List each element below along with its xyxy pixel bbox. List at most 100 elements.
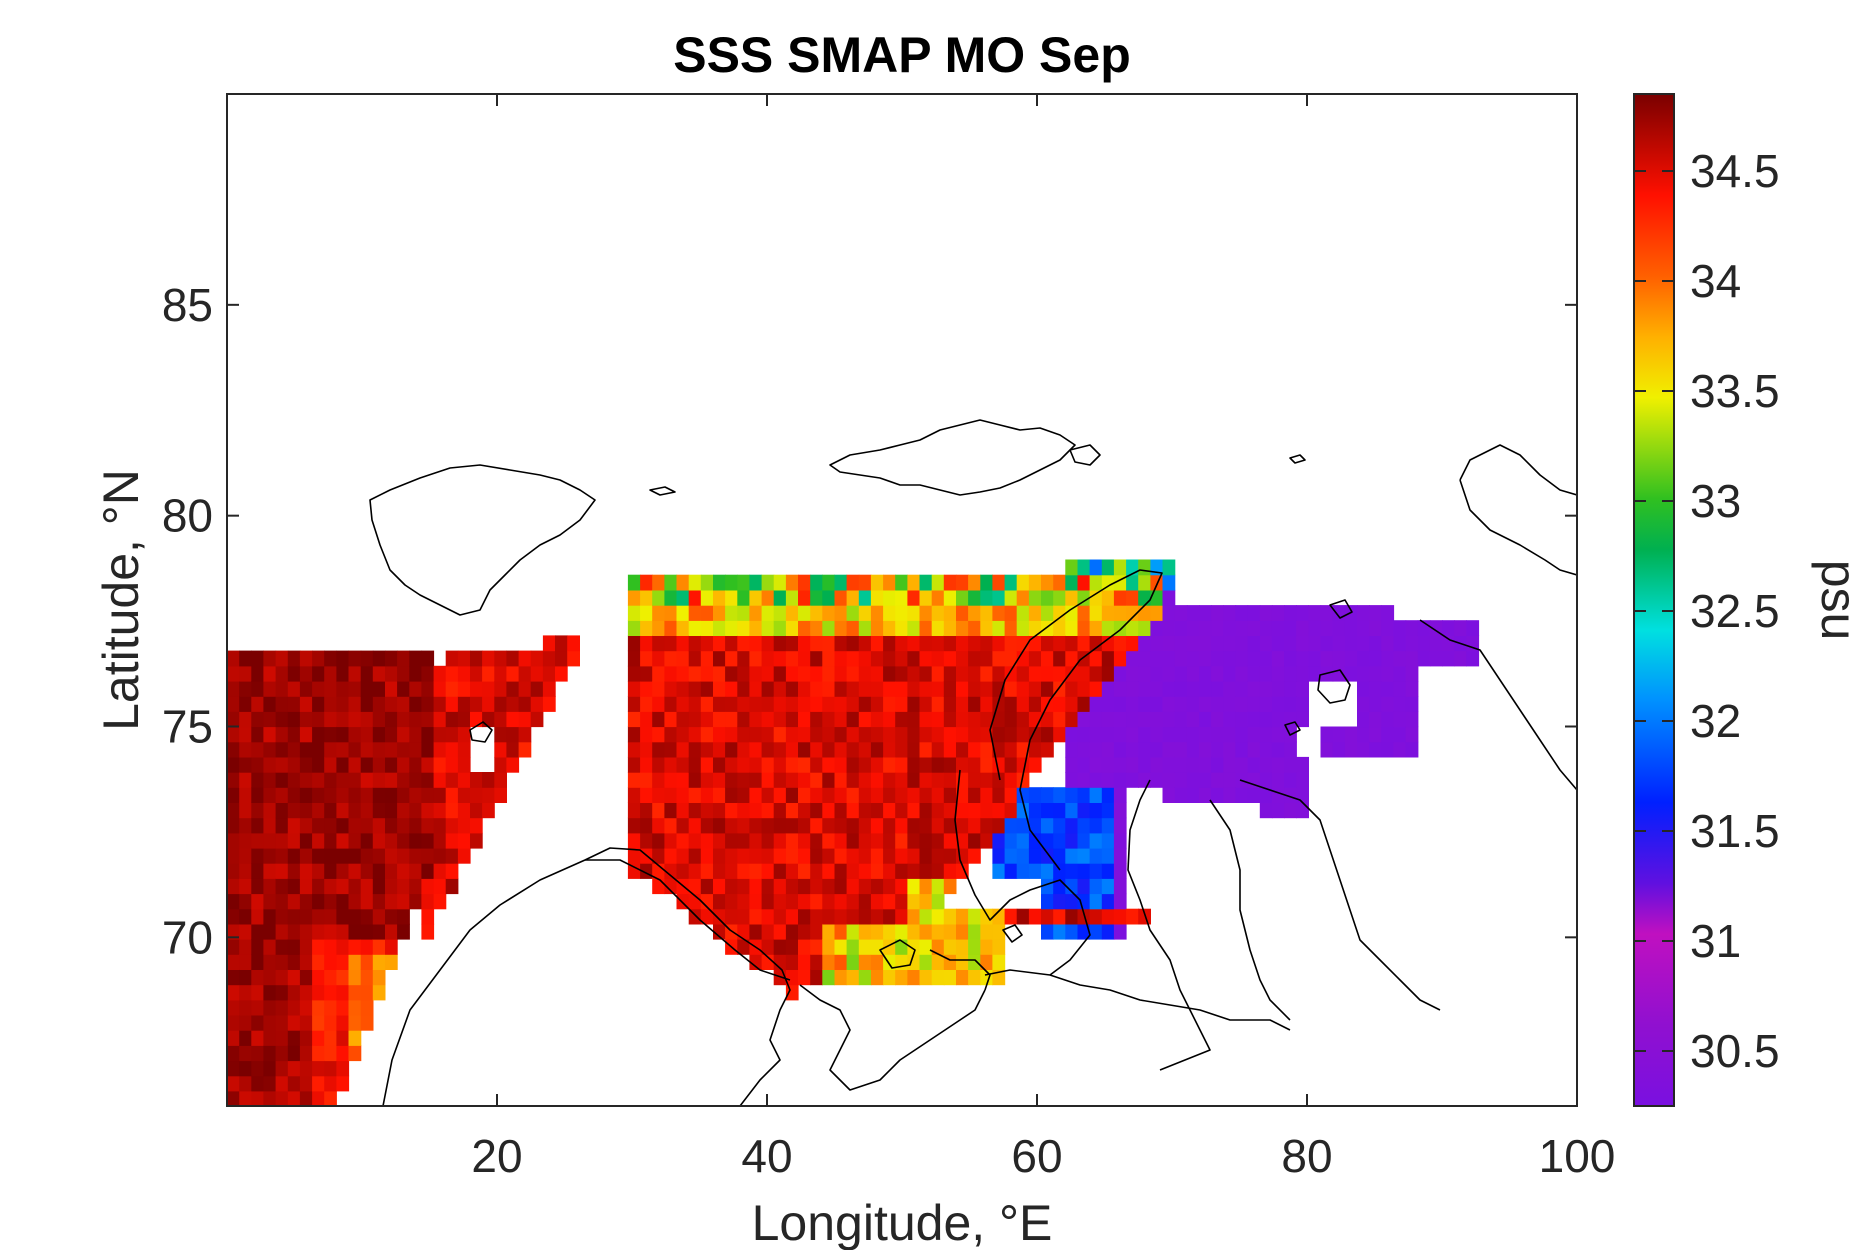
sss-cell <box>652 832 665 849</box>
sss-cell <box>336 681 350 697</box>
sss-cell <box>956 711 969 728</box>
sss-cell <box>1016 832 1030 849</box>
sss-cell <box>725 741 738 758</box>
sss-cell <box>895 756 908 773</box>
sss-cell <box>1126 574 1139 591</box>
sss-cell <box>1041 650 1054 667</box>
sss-cell <box>931 772 945 788</box>
sss-cell <box>287 1090 301 1106</box>
sss-cell <box>433 817 447 834</box>
sss-cell <box>919 772 933 788</box>
sss-cell <box>312 1075 325 1092</box>
sss-cell <box>931 893 945 910</box>
sss-cell <box>980 650 993 667</box>
sss-cell <box>1332 726 1346 743</box>
sss-cell <box>385 923 398 940</box>
sss-cell <box>785 711 799 728</box>
sss-cell <box>627 620 641 636</box>
sss-cell <box>1442 620 1455 636</box>
sss-cell <box>870 817 884 834</box>
sss-cell <box>1284 741 1297 758</box>
sss-cell <box>1089 817 1103 834</box>
sss-cell <box>299 999 313 1016</box>
sss-cell <box>263 832 277 849</box>
sss-cell <box>1101 620 1115 636</box>
sss-cell <box>980 817 993 834</box>
sss-cell <box>1065 711 1079 728</box>
sss-cell <box>299 893 313 910</box>
sss-cell <box>1344 741 1358 758</box>
sss-cell <box>567 635 580 652</box>
sss-cell <box>968 787 981 803</box>
sss-cell <box>798 908 811 925</box>
sss-cell <box>907 954 921 970</box>
sss-cell <box>470 832 483 849</box>
sss-cell <box>931 711 945 728</box>
sss-cell <box>275 847 289 864</box>
sss-cell <box>263 711 277 728</box>
sss-cell <box>907 635 921 652</box>
sss-cell <box>883 923 896 940</box>
sss-cell <box>713 741 726 758</box>
sss-cell <box>956 817 969 834</box>
sss-cell <box>1223 665 1237 682</box>
sss-cell <box>992 741 1006 758</box>
sss-cell <box>1004 589 1018 606</box>
sss-cell <box>1028 741 1042 758</box>
sss-cell <box>834 650 848 667</box>
sss-cell <box>846 589 860 606</box>
sss-cell <box>1126 589 1139 606</box>
sss-cell <box>1089 589 1103 606</box>
sss-cell <box>749 681 763 697</box>
sss-cell <box>239 939 252 955</box>
sss-cell <box>1113 923 1127 940</box>
sss-cell <box>324 650 337 667</box>
sss-cell <box>239 847 252 864</box>
sss-cell <box>470 787 483 803</box>
sss-cell <box>676 772 690 788</box>
sss-cell <box>810 863 823 879</box>
sss-cell <box>1089 908 1103 925</box>
sss-cell <box>1028 696 1042 712</box>
sss-cell <box>239 954 252 970</box>
sss-cell <box>858 787 872 803</box>
sss-cell <box>1077 847 1091 864</box>
sss-cell <box>1235 787 1249 803</box>
sss-cell <box>1271 802 1285 819</box>
sss-cell <box>239 863 252 879</box>
sss-cell <box>810 847 823 864</box>
sss-cell <box>263 817 277 834</box>
coast-scandinavia <box>382 847 791 1106</box>
sss-cell <box>1199 756 1212 773</box>
sss-cell <box>798 711 811 728</box>
sss-cell <box>1296 696 1309 712</box>
sss-cell <box>251 650 264 667</box>
sss-cell <box>433 832 447 849</box>
sss-cell <box>1150 589 1164 606</box>
sss-cell <box>251 787 264 803</box>
sss-cell <box>943 635 957 652</box>
sss-cell <box>688 635 702 652</box>
sss-cell <box>992 589 1006 606</box>
sss-cell <box>895 650 908 667</box>
sss-cell <box>713 847 726 864</box>
sss-cell <box>1101 863 1115 879</box>
sss-cell <box>785 650 799 667</box>
sss-cell <box>287 908 301 925</box>
sss-cell <box>433 681 447 697</box>
sss-cell <box>773 696 787 712</box>
sss-cell <box>676 696 690 712</box>
sss-cell <box>263 772 277 788</box>
sss-cell <box>822 711 835 728</box>
sss-cell <box>761 711 775 728</box>
sss-cell <box>1101 711 1115 728</box>
sss-cell <box>1016 620 1030 636</box>
coast-white-sea <box>799 984 986 1091</box>
sss-cell <box>1284 635 1297 652</box>
sss-cell <box>1101 772 1115 788</box>
sss-cell <box>287 817 301 834</box>
sss-cell <box>992 696 1006 712</box>
sss-cell <box>470 696 483 712</box>
sss-cell <box>1113 559 1127 576</box>
sss-cell <box>810 741 823 758</box>
